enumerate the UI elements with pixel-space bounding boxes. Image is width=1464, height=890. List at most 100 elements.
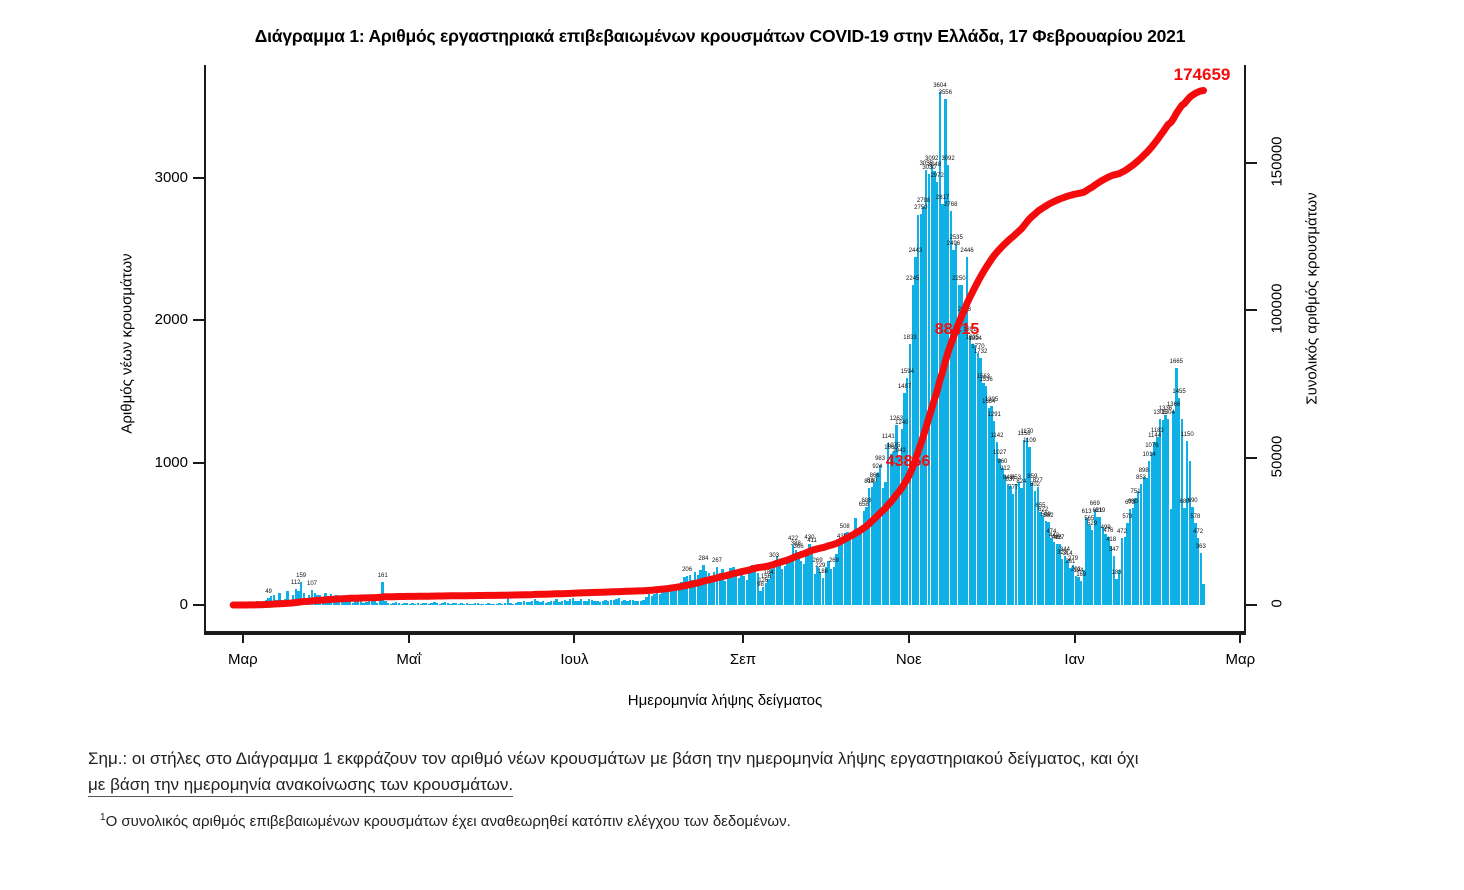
bar-value-label: 529 (1087, 520, 1098, 527)
daily-cases-bar (525, 602, 528, 605)
bar-value-label: 673 (1125, 500, 1136, 507)
daily-cases-bar (367, 601, 371, 605)
daily-cases-bar (414, 603, 417, 605)
daily-cases-bar (471, 603, 474, 605)
bar-value-label: 279 (1068, 556, 1079, 563)
daily-cases-bar (522, 601, 526, 605)
bar-value-label: 924 (872, 464, 883, 471)
daily-cases-bar (1014, 483, 1018, 605)
daily-cases-bar (1025, 438, 1029, 605)
daily-cases-bar (1120, 537, 1124, 605)
bar-value-label: 169 (1076, 571, 1087, 578)
daily-cases-bar (1104, 533, 1107, 605)
bar-value-label: 2817 (935, 195, 950, 202)
daily-cases-bar (1052, 542, 1056, 605)
y-axis-left-tick-label: 1000 (154, 453, 188, 471)
bar-value-label: 658 (858, 502, 869, 509)
bar-value-label: 853 (1010, 474, 1021, 481)
daily-cases-bar (843, 532, 846, 605)
bar-value-label: 830 (866, 477, 877, 484)
daily-cases-bar (1156, 436, 1159, 605)
daily-cases-bar (479, 603, 482, 605)
daily-cases-bar (925, 170, 928, 605)
daily-cases-bar (1096, 516, 1099, 605)
daily-cases-bar (1009, 485, 1012, 605)
y-axis-right-tick (1246, 604, 1257, 606)
daily-cases-bar (653, 593, 656, 605)
daily-cases-bar (389, 603, 393, 605)
daily-cases-bar (503, 602, 507, 605)
bar-value-label: 202 (1070, 567, 1081, 574)
daily-cases-bar (694, 572, 697, 605)
daily-cases-bar (378, 597, 382, 605)
daily-cases-bar (365, 601, 368, 605)
bar-value-label: 1384 (982, 399, 996, 405)
daily-cases-bar (827, 560, 830, 605)
x-axis-tick (573, 631, 576, 643)
daily-cases-bar (1071, 565, 1075, 605)
daily-cases-bar (726, 572, 730, 605)
daily-cases-bar (555, 598, 558, 605)
daily-cases-bar (767, 578, 770, 605)
daily-cases-bar (609, 600, 613, 605)
bar-value-label: 1563 (976, 373, 991, 380)
y-axis-left-tick (193, 461, 204, 464)
daily-cases-bar (974, 345, 977, 605)
daily-cases-bar (1177, 397, 1181, 605)
daily-cases-bar (357, 598, 360, 605)
daily-cases-bar (952, 249, 955, 605)
daily-cases-bar (661, 591, 664, 605)
daily-cases-bar (297, 591, 300, 605)
bar-value-label: 680 (1179, 499, 1190, 506)
daily-cases-bar (1085, 517, 1088, 605)
daily-cases-bar (310, 589, 314, 605)
daily-cases-bar (1039, 511, 1042, 605)
bar-value-label: 802 (1029, 481, 1040, 488)
daily-cases-bar (892, 451, 895, 605)
bar-value-label: 1455 (1172, 388, 1186, 395)
bar-value-label: 1835 (965, 334, 980, 341)
bar-value-label: 344 (1059, 547, 1070, 554)
bar-value-label: 1043 (892, 447, 906, 454)
bar-value-label: 1240 (895, 419, 909, 426)
daily-cases-bar (411, 603, 414, 605)
daily-cases-bar (1112, 555, 1116, 605)
daily-cases-bar (778, 560, 781, 605)
daily-cases-bar (405, 603, 409, 605)
y-axis-left-spine (204, 65, 206, 635)
daily-cases-bar (688, 574, 691, 605)
x-axis-tick (741, 631, 744, 643)
daily-cases-bar (1001, 468, 1004, 605)
daily-cases-bar (664, 590, 667, 605)
bar-value-label: 827 (1032, 478, 1043, 485)
daily-cases-bar (732, 566, 735, 605)
daily-cases-bar (914, 257, 917, 605)
daily-cases-bar (965, 256, 969, 605)
daily-cases-bar (1115, 578, 1118, 605)
daily-cases-bar (1006, 484, 1010, 605)
daily-cases-bar (821, 578, 825, 605)
daily-cases-bar (498, 603, 501, 605)
daily-cases-bar (1033, 490, 1037, 605)
bar-value-label: 161 (377, 573, 388, 580)
daily-cases-bar (906, 378, 909, 605)
daily-cases-bar (468, 603, 471, 605)
daily-cases-bar (1142, 477, 1145, 605)
daily-cases-bar (1196, 537, 1200, 605)
bar-value-label: 183 (1111, 569, 1122, 576)
bar-value-label: 619 (1095, 507, 1106, 514)
daily-cases-bar (645, 596, 648, 605)
bar-value-label: 1665 (1169, 359, 1184, 366)
bar-value-label: 819 (864, 479, 875, 486)
bar-value-label: 690 (1187, 497, 1198, 504)
bar-value-label: 898 (1138, 468, 1149, 475)
daily-cases-bar (560, 600, 564, 605)
x-axis-tick (1239, 631, 1242, 643)
bar-value-label: 1336 (1158, 405, 1173, 412)
daily-cases-bar (650, 595, 653, 605)
daily-cases-bar (1183, 508, 1186, 605)
bar-value-label: 1304 (1161, 410, 1175, 417)
daily-cases-bar (911, 285, 914, 605)
daily-cases-bar (897, 456, 901, 605)
